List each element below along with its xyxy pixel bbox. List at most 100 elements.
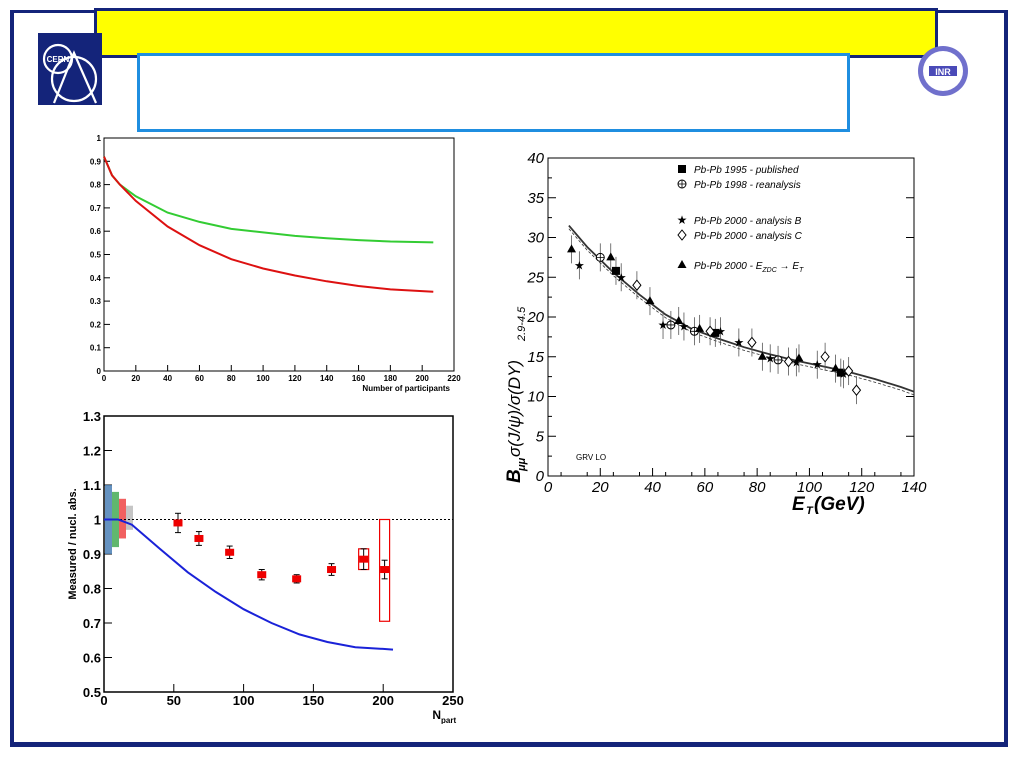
slide-frame-left bbox=[10, 10, 14, 746]
x-axis-label: N bbox=[432, 708, 441, 722]
y-axis-label-rest: σ(J/ψ)/σ(DY) bbox=[505, 360, 524, 457]
data-point-series-2: ★ bbox=[838, 367, 849, 381]
data-point bbox=[173, 519, 183, 527]
data-point-series-2: ★ bbox=[616, 270, 627, 284]
cern-logo-text: CERN bbox=[47, 55, 70, 64]
y-tick-label: 0.8 bbox=[83, 582, 101, 597]
data-point-series-4 bbox=[831, 363, 841, 372]
data-point-series-2: ★ bbox=[679, 320, 690, 334]
jpsi-dy-ratio-chart-axes: 0 5 10 15 20 25 30 35 40 0 20 40 60 80 100 120 140 E T (Ge… bbox=[504, 150, 927, 515]
y-tick-label: 25 bbox=[526, 269, 544, 286]
legend-label-3: Pb-Pb 2000 - analysis C bbox=[694, 231, 803, 242]
legend-label-0: Pb-Pb 1995 - published bbox=[694, 165, 799, 176]
data-point-series-2: ★ bbox=[574, 258, 585, 272]
systematic-box-1 bbox=[378, 518, 391, 622]
data-point-series-2: ★ bbox=[791, 355, 802, 369]
x-tick-label: 20 bbox=[591, 479, 609, 496]
x-tick-label: 120 bbox=[849, 479, 875, 496]
data-point-series-3 bbox=[747, 336, 757, 349]
x-axis-label-subscript: T bbox=[806, 505, 814, 515]
y-tick-label: 0 bbox=[536, 468, 545, 485]
x-tick-label: 140 bbox=[320, 374, 334, 383]
x-tick-label: 160 bbox=[352, 374, 366, 383]
y-axis-label-subscript: μμ bbox=[516, 457, 528, 472]
data-point-series-1-cross bbox=[596, 253, 605, 262]
data-point-series-1-cross bbox=[666, 320, 675, 329]
x-tick-label: 180 bbox=[384, 374, 398, 383]
y-tick-label: 0.5 bbox=[83, 685, 101, 700]
y-tick-label: 1.2 bbox=[83, 444, 101, 459]
y-tick-label: 0 bbox=[97, 367, 102, 376]
data-point-series-4 bbox=[645, 296, 655, 305]
y-tick-label: 20 bbox=[526, 309, 544, 326]
data-point-series-4 bbox=[674, 315, 684, 324]
y-axis-label-range: 2.9-4.5 bbox=[516, 306, 528, 342]
inr-logo: INR bbox=[918, 46, 968, 96]
y-tick-label: 0.9 bbox=[90, 157, 102, 166]
slide-subtitle-box bbox=[137, 53, 850, 132]
inr-logo-text: INR bbox=[935, 67, 951, 77]
suppression-ratio-chart: 0.5 0.6 0.7 0.8 0.9 1 1.1 1.2 1.3 0 50 100 150 200 250… bbox=[67, 409, 464, 724]
cern-logo: CERN bbox=[38, 33, 102, 105]
plot-frame bbox=[103, 415, 454, 693]
data-point-series-2: ★ bbox=[658, 318, 669, 332]
x-tick-label: 80 bbox=[749, 479, 766, 496]
plot-frame bbox=[547, 157, 915, 477]
data-point-series-0 bbox=[611, 266, 620, 275]
y-tick-label: 40 bbox=[527, 150, 544, 167]
y-tick-label: 15 bbox=[527, 349, 544, 366]
jpsi-dy-ratio-chart-legend: Pb-Pb 1995 - published Pb-Pb 1998 - reana… bbox=[677, 165, 804, 274]
x-tick-label: 200 bbox=[372, 693, 394, 708]
slide-title-bar bbox=[94, 8, 938, 58]
legend-marker-4 bbox=[677, 260, 687, 268]
x-tick-label: 20 bbox=[131, 374, 140, 383]
x-tick-label: 50 bbox=[167, 693, 181, 708]
x-axis-label-rest: (GeV) bbox=[814, 494, 865, 515]
x-tick-label: 150 bbox=[303, 693, 325, 708]
y-tick-label: 0.6 bbox=[83, 651, 101, 666]
x-axis-label: Number of participants bbox=[362, 384, 450, 393]
x-tick-label: 100 bbox=[797, 479, 823, 496]
jpsi-dy-ratio-chart: 0 5 10 15 20 25 30 35 40 0 20 40 60 80 100 120 140 E T (Ge… bbox=[504, 150, 927, 515]
plot-frame bbox=[103, 137, 455, 372]
data-point bbox=[380, 566, 390, 574]
x-tick-label: 0 bbox=[544, 479, 553, 496]
data-point-series-4 bbox=[695, 323, 705, 332]
x-axis-label: E bbox=[792, 494, 806, 515]
y-tick-label: 0.4 bbox=[90, 274, 102, 283]
suppression-ratio-chart-plot bbox=[104, 485, 453, 651]
x-axis-label-subscript: part bbox=[441, 716, 456, 724]
data-point-series-2: ★ bbox=[715, 324, 726, 338]
legend-marker-0 bbox=[678, 165, 686, 173]
data-point-series-3 bbox=[844, 365, 854, 377]
data-point-series-3 bbox=[705, 325, 715, 338]
y-tick-label: 0.3 bbox=[90, 297, 102, 306]
grv-lo-annotation: GRV LO bbox=[576, 453, 606, 462]
participants-chart-axes: 0 0.1 0.2 0.3 0.4 0.5 0.6 0.7 0.8 0.9 1 0 20 40 60 80 10… bbox=[90, 134, 461, 393]
data-point-series-3 bbox=[820, 350, 830, 363]
participants-chart: 0 0.1 0.2 0.3 0.4 0.5 0.6 0.7 0.8 0.9 1 0 20 40 60 80 10… bbox=[90, 134, 461, 393]
y-tick-label: 0.5 bbox=[90, 251, 102, 260]
x-tick-label: 100 bbox=[233, 693, 255, 708]
y-tick-label: 1 bbox=[94, 513, 101, 528]
y-tick-label: 0.6 bbox=[90, 227, 102, 236]
data-point-series-4 bbox=[606, 252, 616, 261]
y-tick-label: 0.8 bbox=[90, 181, 102, 190]
data-point bbox=[257, 571, 267, 579]
data-point-series-2: ★ bbox=[765, 351, 776, 365]
participants-chart-plot bbox=[103, 156, 434, 293]
series-line-0 bbox=[103, 156, 434, 244]
data-point bbox=[225, 548, 235, 556]
legend-label-4: Pb-Pb 2000 - EZDC → ET bbox=[694, 261, 804, 274]
x-tick-label: 40 bbox=[644, 479, 661, 496]
x-tick-label: 0 bbox=[100, 693, 107, 708]
legend-label-2: Pb-Pb 2000 - analysis B bbox=[694, 216, 802, 227]
y-tick-label: 35 bbox=[527, 190, 544, 207]
slide-frame-bottom bbox=[10, 742, 1008, 747]
data-point bbox=[292, 575, 302, 583]
legend-label-1: Pb-Pb 1998 - reanalysis bbox=[694, 180, 801, 191]
y-tick-label: 0.2 bbox=[90, 320, 102, 329]
grv-lo-curve-band bbox=[568, 228, 915, 396]
jpsi-dy-ratio-chart-plot: GRV LO ★ ★ ★ ★ ★ ★ ★ ★ ★ ★ bbox=[567, 225, 915, 462]
